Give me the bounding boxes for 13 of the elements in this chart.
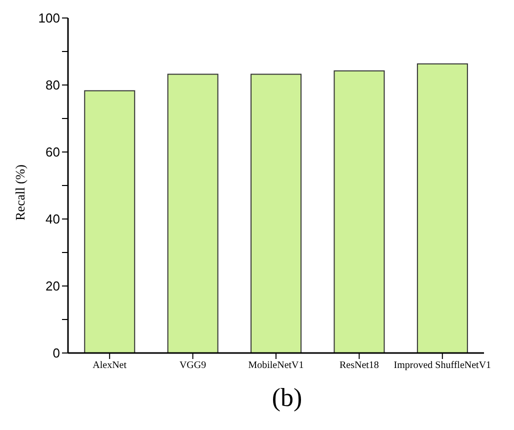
x-tick-label: ResNet18 xyxy=(339,360,379,372)
y-tick-label: 60 xyxy=(46,144,60,160)
y-tick-label: 80 xyxy=(46,78,60,93)
y-tick-label: 20 xyxy=(46,278,60,294)
y-axis-title: Recall (%) xyxy=(12,164,28,220)
y-tick-label: 0 xyxy=(52,346,60,361)
x-tick-label: Improved ShuffleNetV1 xyxy=(394,360,492,372)
y-tick-label: 40 xyxy=(46,212,60,227)
x-tick-label: AlexNet xyxy=(92,360,127,372)
x-tick-label: MobileNetV1 xyxy=(248,360,304,372)
x-tick-label: VGG9 xyxy=(179,360,206,372)
y-tick-label: 100 xyxy=(38,10,60,26)
text: (b) xyxy=(270,383,304,413)
